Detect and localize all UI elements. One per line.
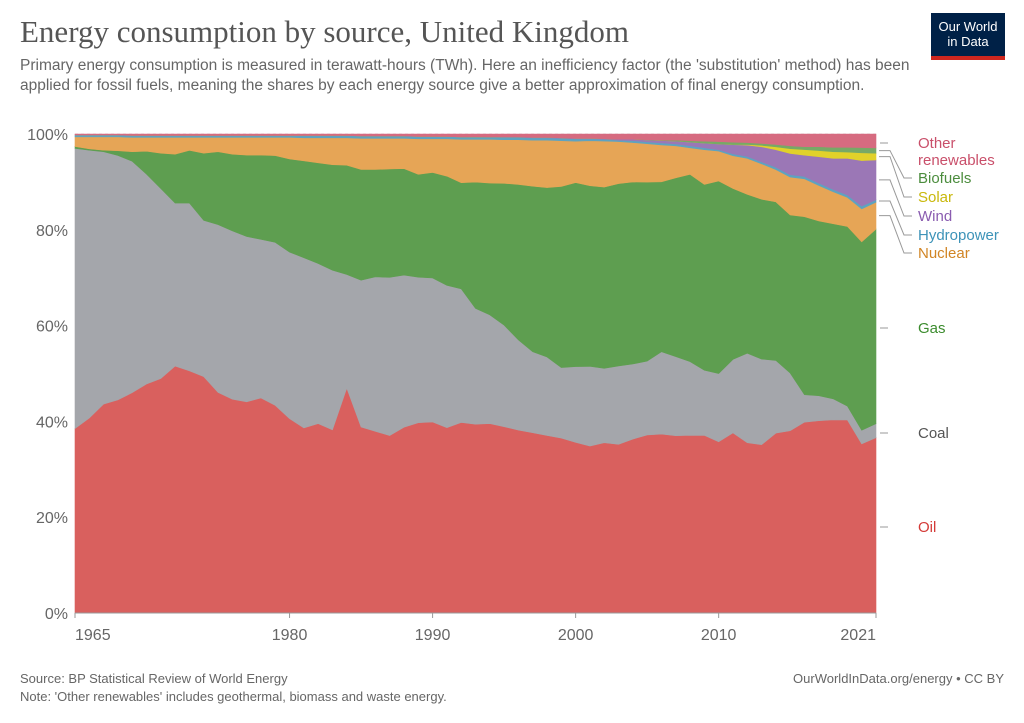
legend-label-other-renewables: renewables: [918, 152, 995, 169]
x-tick-label: 1990: [415, 627, 451, 644]
label-connector: [879, 200, 912, 236]
footnote: Note: 'Other renewables' includes geothe…: [20, 689, 447, 704]
legend-label-wind: Wind: [918, 208, 952, 225]
legend-label-oil: Oil: [918, 519, 936, 536]
logo-line-2: in Data: [947, 34, 989, 49]
x-tick-label: 1965: [75, 627, 111, 644]
y-tick-label: 20%: [36, 510, 68, 527]
legend-label-gas: Gas: [918, 320, 946, 337]
stacked-area-chart: 0% 20% 40% 60% 80% 100% 1965 1980 1990 2000 2010 20…: [27, 127, 999, 644]
y-tick-label: 100%: [27, 127, 68, 144]
x-tick-label: 1980: [272, 627, 308, 644]
label-connector: [879, 215, 912, 254]
label-connector: [879, 150, 912, 179]
legend-label-hydropower: Hydropower: [918, 227, 999, 244]
area-series-group: [74, 133, 877, 614]
source-note: Source: BP Statistical Review of World E…: [20, 671, 288, 686]
y-tick-label: 40%: [36, 414, 68, 431]
x-tick-label: 2021: [840, 627, 876, 644]
chart-title: Energy consumption by source, United Kin…: [20, 14, 630, 49]
label-connector: [879, 156, 912, 198]
legend-label-nuclear: Nuclear: [918, 245, 970, 262]
logo-line-1: Our World: [938, 19, 998, 34]
legend-label-coal: Coal: [918, 425, 949, 442]
license-credit[interactable]: OurWorldInData.org/energy • CC BY: [793, 671, 1004, 686]
legend-label-solar: Solar: [918, 189, 953, 206]
x-tick-label: 2010: [701, 627, 737, 644]
owid-logo[interactable]: Our World in Data: [931, 13, 1005, 60]
label-connector: [879, 179, 912, 217]
y-tick-label: 0%: [45, 606, 68, 623]
y-tick-label: 60%: [36, 319, 68, 336]
area-other-renewables[interactable]: [74, 133, 877, 149]
axes: 0% 20% 40% 60% 80% 100% 1965 1980 1990 2000 2010 20…: [27, 127, 877, 644]
legend-label-other-renewables: Other: [918, 135, 956, 152]
y-tick-label: 80%: [36, 223, 68, 240]
chart-subtitle: Primary energy consumption is measured i…: [20, 57, 910, 94]
x-tick-label: 2000: [558, 627, 594, 644]
legend-label-biofuels: Biofuels: [918, 170, 971, 187]
